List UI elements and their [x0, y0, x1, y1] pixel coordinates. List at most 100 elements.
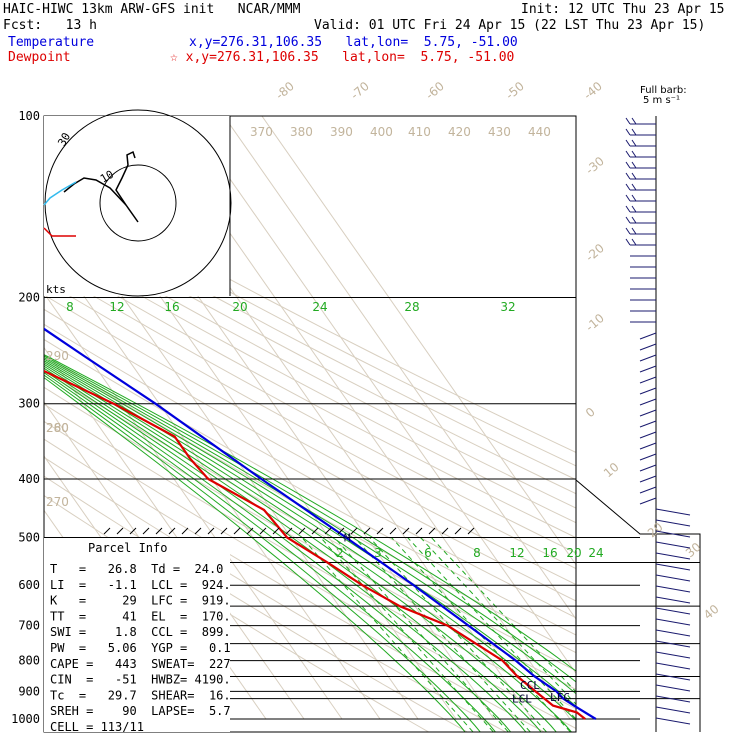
moist-adiabat-line [44, 363, 557, 732]
pressure-label: 600 [18, 578, 40, 592]
freezing-hatch [233, 527, 241, 535]
isotherm-label: -10 [583, 311, 607, 334]
theta-label: 280 [46, 421, 69, 435]
wind-barb [655, 706, 691, 714]
isotherm-label: 30 [683, 540, 704, 561]
wind-barb [655, 585, 691, 593]
m-label: M [344, 531, 351, 544]
wind-barb [655, 508, 691, 516]
freezing-hatch [454, 527, 462, 535]
wind-barb-feather [631, 216, 637, 224]
parcel-box [44, 538, 230, 732]
wind-barb-feather [631, 117, 637, 125]
model-title: HAIC-HIWC 13km ARW-GFS init NCAR/MMM [3, 2, 301, 17]
theta-label: 260 [46, 421, 69, 435]
freezing-hatch [259, 527, 267, 535]
isotherm-label: -60 [423, 79, 447, 102]
wind-barb [655, 563, 691, 571]
freezing-hatch [415, 527, 423, 535]
mixing-ratio-line [430, 537, 576, 693]
lcl-label: LCL [512, 692, 532, 705]
wind-barb [639, 354, 657, 362]
wind-barb [639, 398, 657, 406]
hodograph-trace-cyan [43, 181, 77, 206]
isotherm-label: -20 [583, 241, 607, 264]
wind-barb [639, 497, 657, 505]
wind-barb [639, 431, 657, 439]
moist-adiabat-line [44, 355, 576, 683]
wind-barb-feather [631, 139, 637, 147]
freezing-hatch [337, 527, 345, 535]
moist-adiabat-label: 20 [232, 300, 247, 314]
dry-adiabat-line [44, 188, 576, 467]
wind-barb [639, 365, 657, 373]
forecast-hour: Fcst: 13 h [3, 18, 97, 33]
isotherm-label: 0 [583, 405, 598, 421]
wind-barb [639, 387, 657, 395]
moist-adiabat-label: 28 [404, 300, 419, 314]
wind-barb-feather [625, 161, 631, 169]
dry-adiabat-line [44, 294, 576, 586]
moist-adiabat-label: 8 [66, 300, 74, 314]
wind-barb-feather [625, 150, 631, 158]
freezing-hatch [441, 527, 449, 535]
theta-label: 380 [290, 125, 313, 139]
wind-barb [655, 618, 691, 626]
mixing-ratio-label: 3 [374, 546, 382, 560]
wind-barb-feather [625, 216, 631, 224]
wind-barb [655, 717, 691, 725]
hodograph-units: kts [46, 283, 66, 296]
hodograph-box [44, 116, 230, 296]
theta-label: 400 [370, 125, 393, 139]
mixing-ratio-label: 16 [542, 546, 557, 560]
theta-label: 290 [46, 349, 69, 363]
freezing-hatch [142, 527, 150, 535]
freezing-hatch [402, 527, 410, 535]
freezing-hatch [376, 527, 384, 535]
freezing-hatch [194, 527, 202, 535]
parcel-row: SREH = 90 LAPSE= 5.7 [50, 704, 231, 718]
wind-barb-feather [625, 117, 631, 125]
moist-adiabat-label: 24 [312, 300, 327, 314]
dry-adiabat-line [44, 386, 576, 691]
wind-barb-feather [625, 128, 631, 136]
freezing-hatch [246, 527, 254, 535]
pressure-labels: 100 200 300 400 500 600 700 800 900 1000 [11, 109, 40, 726]
profiles-clip [44, 327, 597, 720]
dry-adiabat-line [44, 456, 506, 732]
temperature-profile [44, 327, 597, 720]
dry-adiabat-line [44, 403, 576, 710]
mixing-ratio-label: 8 [473, 546, 481, 560]
moist-adiabat-line [44, 372, 496, 732]
mixing-ratio-label: 20 [566, 546, 581, 560]
moist-adiabat-line [44, 377, 466, 732]
pressure-label: 700 [18, 619, 40, 633]
parcel-row: TT = 41 EL = 170. [50, 609, 231, 623]
barb-legend-line1: Full barb: [640, 85, 687, 96]
freezing-hatch [285, 527, 293, 535]
wind-barb-feather [631, 161, 637, 169]
wind-barb-feather [625, 183, 631, 191]
dry-adiabat-line [44, 420, 576, 729]
isotherm-label: 20 [645, 520, 666, 541]
freezing-hatch [103, 527, 111, 535]
parcel-row: T = 26.8 Td = 24.0 [50, 562, 223, 576]
temperature-legend: Temperature [8, 35, 95, 50]
freezing-hatch [428, 527, 436, 535]
theta-label: 420 [448, 125, 471, 139]
freezing-hatch [363, 527, 371, 535]
barb-frame [575, 479, 701, 732]
background-clip [44, 116, 576, 732]
pressure-label: 400 [18, 472, 40, 486]
wind-barb [639, 475, 657, 483]
parcel-title: Parcel Info [88, 541, 167, 555]
hodograph: 10 30 kts [43, 109, 232, 297]
isotherm-line [185, 116, 576, 675]
dry-adiabat-line [44, 323, 576, 619]
isotherm-label: 40 [701, 602, 722, 623]
ccl-label: CCL [520, 679, 540, 692]
wind-barb-feather [625, 227, 631, 235]
parcel-row: LI = -1.1 LCL = 924. [50, 578, 231, 592]
theta-label: 430 [488, 125, 511, 139]
